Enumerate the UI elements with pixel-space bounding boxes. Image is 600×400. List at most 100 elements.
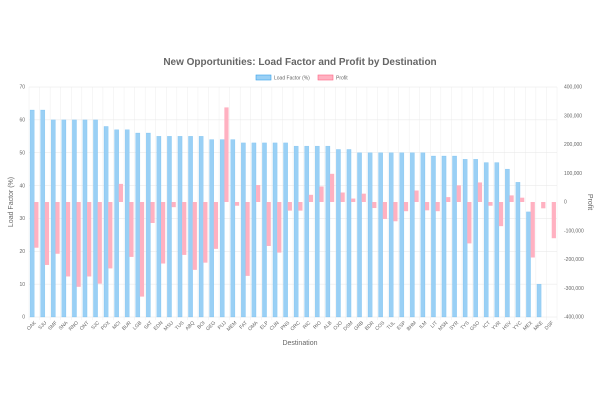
bar-profit-EDN [161,202,166,264]
bar-profit-MSU [171,202,176,208]
bar-load-factor-ESP [399,152,405,318]
bar-profit-MCI [118,183,123,202]
x-tick-label: YVR [491,320,503,332]
bar-load-factor-TUL [388,152,394,318]
bar-profit-SMF [55,202,60,254]
bar-profit-DSF [551,202,556,239]
bar-profit-TUS [182,202,187,255]
x-tick-label: RIO [312,320,323,331]
x-tick-label: PUJ [217,320,228,331]
y-axis-left: 0 10 20 30 40 50 60 70 [19,85,25,321]
y2-tick-label: 400,000 [564,85,582,91]
bar-profit-ICT [488,202,493,206]
x-tick-label: PDX [100,320,112,332]
bar-load-factor-BDR [367,152,373,318]
bar-profit-CUN [277,202,282,253]
x-tick-label: BDR [364,320,376,332]
x-tick-label: MEM [226,320,238,332]
bar-profit-TUL [393,202,398,222]
x-tick-label: GRB [353,320,365,332]
chart-title: New Opportunities: Load Factor and Profi… [163,57,436,68]
bar-load-factor-ORC [293,145,299,318]
bar-profit-MSN [446,197,451,202]
x-tick-label: DSF [544,320,555,331]
bar-profit-YYC [520,197,525,202]
bar-load-factor-MKE [536,283,542,318]
x-tick-label: PNS [280,320,292,332]
y-tick-label: 30 [19,216,25,222]
bar-load-factor-RNO [72,119,77,318]
x-tick-label: MSU [163,320,175,332]
bar-load-factor-PNS [283,142,288,318]
y-tick-label: 20 [19,249,25,255]
legend-swatch-profit[interactable] [317,74,334,81]
bar-profit-BUR [129,202,134,257]
bar-load-factor-MSU [167,136,172,318]
gridlines [28,86,558,320]
bar-load-factor-SMF [50,119,56,318]
bar-load-factor-GRB [357,152,362,318]
x-tick-label: ILM [418,320,428,330]
x-tick-label: TYS [460,320,472,332]
x-tick-label: BHM [406,320,418,332]
x-tick-label: ICT [482,320,492,330]
bar-load-factor-PDX [103,126,109,318]
bar-profit-SNA [65,202,71,277]
bar-profit-PNS [287,202,292,211]
x-tick-label: COS [374,320,386,332]
bar-load-factor-RIO [314,145,320,318]
bar-profit-MKE [541,202,546,209]
bar-profit-GEG [213,202,219,249]
x-tick-label: YYC [512,320,524,332]
y2-tick-label: 100,000 [564,171,582,177]
bar-profit-YVR [498,202,504,227]
bar-load-factor-EDN [156,136,162,318]
bar-load-factor-SAT [146,132,151,318]
y2-tick-label: 200,000 [564,142,582,148]
legend-label-load-factor[interactable]: Load Factor (%) [274,76,310,82]
bar-profit-LGB [139,202,145,297]
bar-load-factor-BUR [124,129,130,318]
bar-profit-TYS [467,202,472,244]
bar-profit-MEM [234,202,240,206]
bar-load-factor-ICT [483,162,489,318]
bar-profit-OJO [340,192,345,202]
bar-profit-PDX [108,202,113,269]
x-tick-label: RIC [302,320,313,331]
y2-tick-label: -100,000 [564,228,584,234]
y-tick-label: 0 [22,315,25,321]
x-tick-label: TUS [174,320,186,332]
bar-profit-RNO [76,202,81,287]
x-tick-label: ALB [322,320,333,331]
x-tick-label: MKE [533,320,545,332]
x-tick-label: RNO [68,320,80,332]
x-tick-label: SYR [449,320,461,332]
bar-profit-SJU [44,202,50,265]
legend-label-profit[interactable]: Profit [336,76,348,82]
bar-profit-SJC [97,202,102,284]
bar-load-factor-ILM [420,152,426,318]
bar-profit-SYR [456,185,461,202]
bar-load-factor-YVR [494,162,500,318]
bar-load-factor-SYR [452,155,457,318]
y2-tick-label: 300,000 [564,113,582,119]
bar-load-factor-DSM [346,149,352,318]
x-tick-label: SNA [58,320,70,332]
legend-swatch-load-factor[interactable] [255,74,272,81]
bar-load-factor-YYC [515,182,521,318]
bar-profit-LIT [435,202,440,212]
x-axis-title: Destination [282,340,317,347]
y-tick-label: 50 [19,150,25,156]
bar-load-factor-ELP [262,142,267,318]
bar-load-factor-BHM [410,152,415,318]
y2-tick-label: -300,000 [564,286,584,292]
x-tick-label: ONT [79,320,91,332]
x-tick-label: DSM [342,320,354,332]
bar-load-factor-FAT [241,142,246,318]
x-tick-label: ESP [396,320,408,332]
x-tick-label: SJC [90,320,101,331]
x-tick-label: LIT [430,320,439,329]
bar-load-factor-TUS [177,136,183,318]
bar-load-factor-BOI [198,136,204,318]
